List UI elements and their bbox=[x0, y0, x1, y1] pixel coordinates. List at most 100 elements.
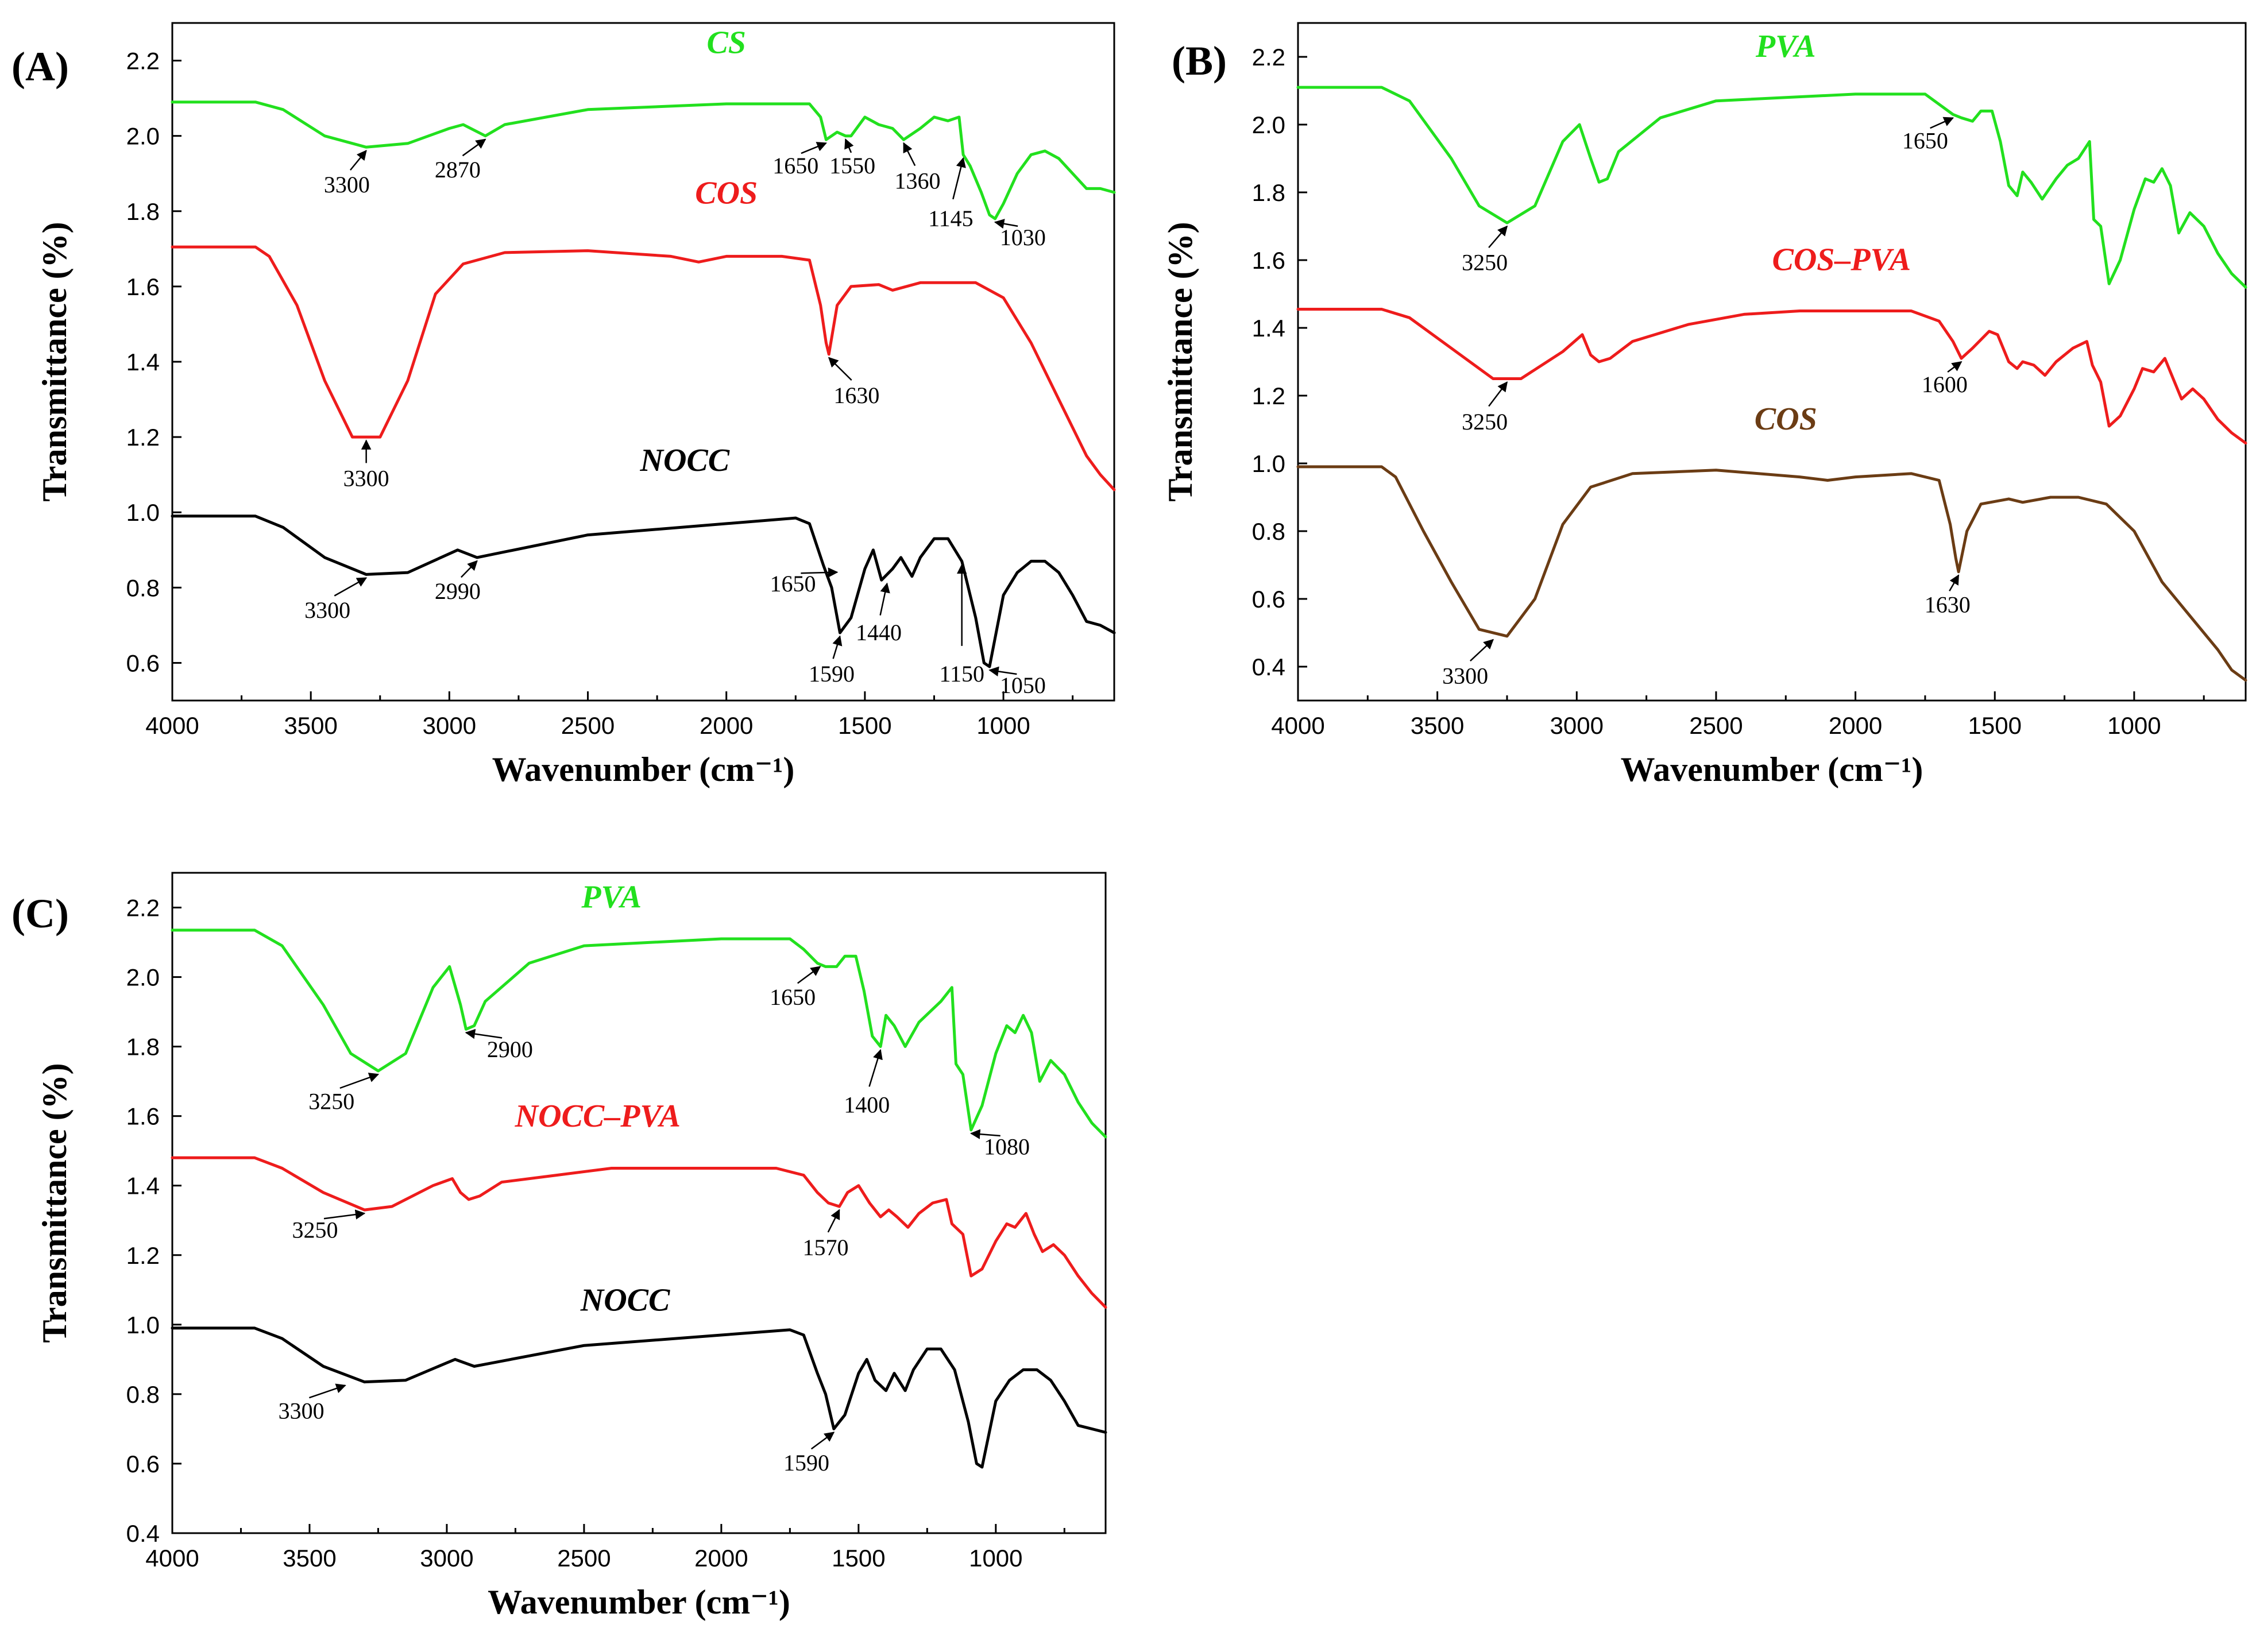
panel-c-x-tick-label: 3500 bbox=[283, 1545, 336, 1572]
panel-b: 4000 3500 3000 2500 2000 1500 1000 0.4 0.6 0.8 1.0… bbox=[1161, 22, 2247, 788]
panel-c-series-nocc-pva-label: NOCC–PVA bbox=[515, 1098, 681, 1134]
panel-c-y-axis-title: Transmittance (%) bbox=[36, 1063, 74, 1343]
panel-c: 4000 3500 3000 2500 2000 1500 1000 0.4 0.6 0.8 1.0… bbox=[11, 872, 1107, 1621]
panel-a-annotation-label: 1050 bbox=[1000, 672, 1046, 698]
panel-a-annotation-label: 1630 bbox=[833, 382, 879, 408]
panel-b-series-cos-label: COS bbox=[1755, 401, 1817, 437]
panel-c-y-tick-label: 1.8 bbox=[126, 1034, 160, 1061]
panel-c-y-tick-label: 0.4 bbox=[126, 1520, 160, 1547]
panel-c-series-nocc-pva-line bbox=[171, 1156, 1107, 1309]
panel-a-y-tick-label: 1.6 bbox=[126, 273, 160, 300]
panel-b-x-tick-label: 2000 bbox=[1829, 712, 1882, 739]
panel-b-annotation-label: 1630 bbox=[1925, 592, 1971, 618]
panel-a-y-tick-label: 1.4 bbox=[126, 349, 160, 376]
panel-b-annotation-arrow bbox=[1470, 639, 1494, 661]
panel-c-y-tick-label: 1.0 bbox=[126, 1311, 160, 1338]
panel-a-x-tick-label: 1000 bbox=[976, 712, 1030, 739]
panel-b-annotation-label: 3300 bbox=[1442, 663, 1488, 689]
panel-a-y-axis-title: Transmittance (%) bbox=[36, 222, 74, 501]
panel-b-annotation-label: 1600 bbox=[1922, 372, 1968, 397]
panel-a-annotation-arrow bbox=[828, 357, 852, 381]
panel-c-annotation-label: 3300 bbox=[279, 1398, 325, 1423]
panel-b-x-tick-label: 4000 bbox=[1271, 712, 1324, 739]
panel-c-annotation-arrow bbox=[810, 1432, 835, 1450]
panel-a-y-tick-label: 1.0 bbox=[126, 499, 160, 526]
panel-a-x-tick-label: 4000 bbox=[145, 712, 199, 739]
panel-c-annotation-arrow bbox=[827, 1209, 840, 1233]
panel-c-annotation-label: 1080 bbox=[984, 1133, 1030, 1159]
panel-a-series-cos-line bbox=[171, 245, 1116, 492]
panel-a-x-tick-label: 2000 bbox=[700, 712, 753, 739]
panel-c-series-nocc-label: NOCC bbox=[580, 1283, 670, 1318]
panel-a-y-tick-label: 1.8 bbox=[126, 198, 160, 225]
panel-c-x-tick-label: 2500 bbox=[557, 1545, 611, 1572]
panel-b-x-tick-label: 2500 bbox=[1689, 712, 1743, 739]
panel-a-series-cs-line bbox=[171, 100, 1116, 220]
panel-a-annotation-label: 1150 bbox=[939, 661, 984, 687]
panel-b-y-tick-label: 1.0 bbox=[1252, 450, 1285, 477]
panel-c-x-tick-label: 4000 bbox=[145, 1545, 199, 1572]
panel-b-annotation-arrow bbox=[1947, 361, 1963, 373]
panel-a-x-axis-title: Wavenumber (cm⁻¹) bbox=[492, 750, 795, 788]
panel-a-annotation-arrow bbox=[903, 142, 916, 167]
panel-a-series-cos-label: COS bbox=[695, 176, 758, 211]
panel-a-annotation-arrow bbox=[879, 582, 890, 616]
panel-a-annotation-label: 3300 bbox=[343, 465, 389, 491]
panel-b-annotation-label: 3250 bbox=[1462, 409, 1508, 435]
panel-c-plot-frame bbox=[171, 872, 1107, 1534]
panel-b-x-tick-label: 1000 bbox=[2107, 712, 2161, 739]
panel-c-annotation-label: 3250 bbox=[308, 1089, 354, 1115]
panel-b-series-pva-line bbox=[1296, 86, 2247, 289]
panel-c-annotation-arrow bbox=[465, 1028, 503, 1039]
panel-a-series-nocc-line bbox=[171, 514, 1116, 668]
panel-a-annotation-label: 3300 bbox=[304, 597, 350, 623]
panel-c-annotation-label: 2900 bbox=[487, 1036, 533, 1062]
panel-a-series-cs-label: CS bbox=[706, 25, 746, 60]
panel-b-y-axis-title: Transmittance (%) bbox=[1161, 222, 1199, 501]
panel-c-annotation-arrow bbox=[323, 1209, 366, 1220]
panel-a-annotation-arrow bbox=[801, 142, 827, 154]
panel-a-annotation-arrow bbox=[994, 219, 1018, 229]
panel-c-annotation-label: 1590 bbox=[783, 1450, 829, 1476]
panel-a-annotation-arrow bbox=[988, 666, 1017, 676]
panel-a-annotation-label: 1360 bbox=[895, 168, 941, 194]
panel-b-x-tick-label: 1500 bbox=[1968, 712, 2022, 739]
panel-b-x-tick-label: 3500 bbox=[1411, 712, 1464, 739]
panel-a-y-tick-label: 2.2 bbox=[126, 48, 160, 75]
panel-c-annotation-arrow bbox=[797, 966, 821, 984]
panel-c-x-tick-label: 1000 bbox=[969, 1545, 1022, 1572]
panel-a-annotation-label: 1145 bbox=[928, 206, 974, 231]
panel-c-annotation-arrow bbox=[308, 1383, 346, 1399]
panel-b-y-tick-label: 2.2 bbox=[1252, 44, 1285, 71]
panel-a-annotation-label: 1650 bbox=[770, 571, 816, 597]
panel-b-annotation-label: 1650 bbox=[1902, 127, 1948, 153]
panel-a-annotation-label: 1030 bbox=[1000, 225, 1046, 250]
panel-b-x-tick-label: 3000 bbox=[1550, 712, 1604, 739]
panel-a-annotation-label: 2870 bbox=[435, 157, 481, 183]
panel-c-series-pva-line bbox=[171, 928, 1107, 1139]
panel-a-y-tick-label: 1.2 bbox=[126, 424, 160, 451]
panel-c-x-tick-label: 1500 bbox=[832, 1545, 885, 1572]
panel-c-y-tick-label: 2.2 bbox=[126, 895, 160, 922]
panel-b-annotation-arrow bbox=[1930, 117, 1954, 129]
panel-a-annotation-arrow bbox=[844, 138, 854, 153]
panel-c-y-tick-label: 1.4 bbox=[126, 1173, 160, 1200]
panel-b-y-tick-label: 0.4 bbox=[1252, 653, 1285, 680]
panel-a-x-tick-label: 2500 bbox=[561, 712, 615, 739]
panel-a-annotation-label: 1590 bbox=[809, 661, 855, 687]
panel-b-annotation-label: 3250 bbox=[1462, 250, 1508, 276]
panel-b-plot-frame bbox=[1297, 22, 2247, 702]
panel-a-annotation-label: 1440 bbox=[856, 620, 902, 645]
panel-c-x-tick-label: 3000 bbox=[420, 1545, 473, 1572]
panel-c-annotation-arrow bbox=[970, 1129, 1000, 1139]
panel-b-annotation-arrow bbox=[1488, 381, 1508, 407]
panel-a-annotation-arrow bbox=[349, 149, 367, 171]
panel-a-annotation-arrow bbox=[832, 635, 843, 659]
panel-c-series-pva-label: PVA bbox=[581, 880, 642, 915]
panel-c-y-tick-label: 2.0 bbox=[126, 964, 160, 991]
panel-a-series-nocc-label: NOCC bbox=[640, 443, 730, 478]
panel-a-annotation-label: 2990 bbox=[435, 578, 481, 604]
panel-a-annotation-arrow bbox=[462, 138, 486, 157]
panel-b-series-cos-pva-label: COS–PVA bbox=[1772, 242, 1911, 278]
panel-a-x-tick-label: 3500 bbox=[284, 712, 337, 739]
